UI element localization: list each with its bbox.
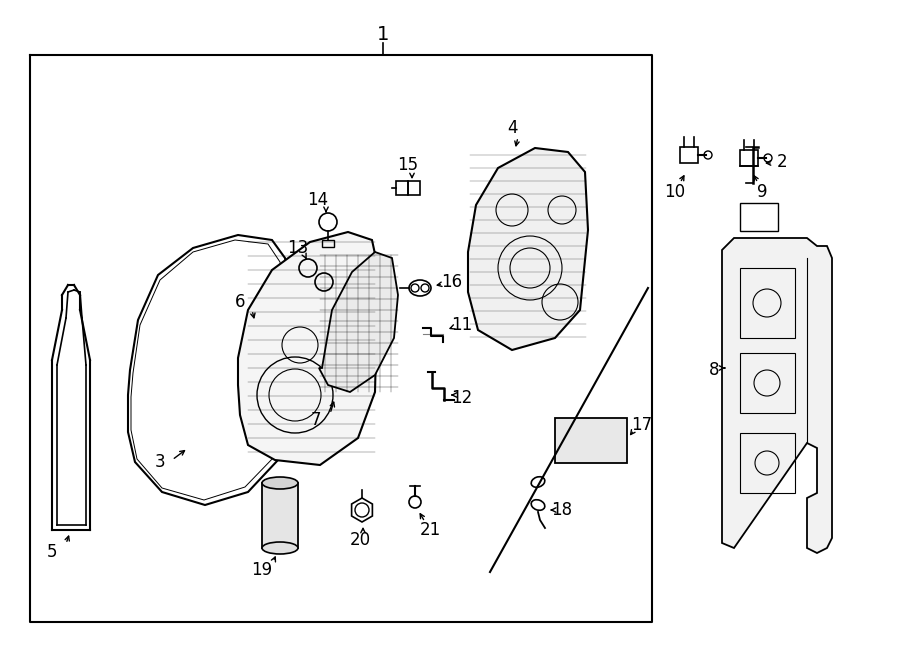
Text: 5: 5 [47,543,58,561]
Polygon shape [238,232,378,465]
Bar [555,418,627,463]
Text: 7: 7 [310,411,321,429]
Text: 1: 1 [377,26,389,44]
Polygon shape [319,252,398,392]
Bar [396,181,408,195]
Text: 12: 12 [452,389,472,407]
Bar [322,240,334,247]
Bar [408,181,420,195]
Text: 4: 4 [507,119,517,137]
Bar [740,353,795,413]
Text: 10: 10 [664,183,686,201]
Bar [680,147,698,163]
Ellipse shape [262,542,298,554]
Polygon shape [722,238,832,553]
Bar [740,150,758,166]
Text: 11: 11 [452,316,472,334]
Polygon shape [468,148,588,350]
Bar [740,433,795,493]
Text: 21: 21 [419,521,441,539]
Text: 18: 18 [552,501,572,519]
Text: 17: 17 [632,416,652,434]
Text: 3: 3 [155,453,166,471]
Text: 14: 14 [308,191,328,209]
Text: 8: 8 [709,361,719,379]
Text: 20: 20 [349,531,371,549]
Text: 6: 6 [235,293,245,311]
Text: 2: 2 [777,153,788,171]
Text: 15: 15 [398,156,418,174]
Text: 13: 13 [287,239,309,257]
Text: 16: 16 [441,273,463,291]
Bar [740,203,778,231]
Bar [262,483,298,548]
Bar [740,268,795,338]
Text: 9: 9 [757,183,767,201]
Text: 19: 19 [251,561,273,579]
Ellipse shape [262,477,298,489]
